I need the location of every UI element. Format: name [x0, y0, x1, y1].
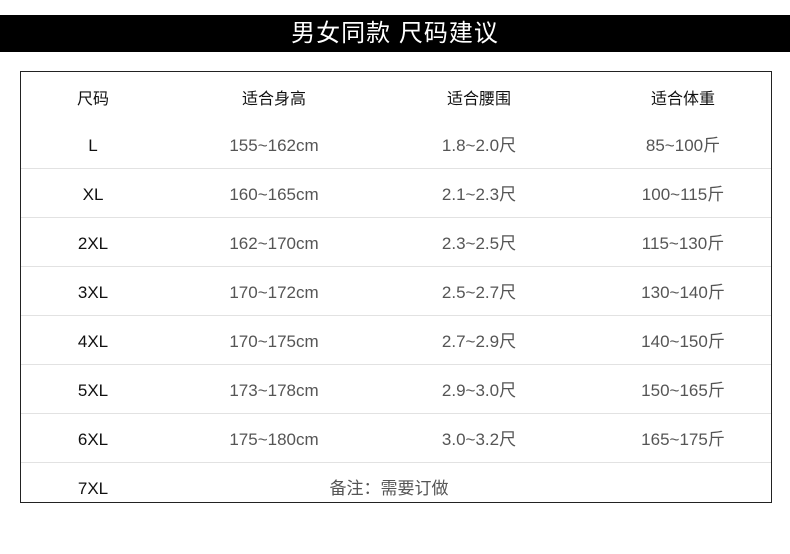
header-height: 适合身高	[241, 91, 307, 108]
waist-cell: 2.5~2.7尺	[441, 283, 517, 302]
table-row: XL 160~165cm 2.1~2.3尺 100~115斤	[21, 168, 771, 217]
custom-order-note: 备注：需要订做	[329, 479, 449, 498]
size-chart-table: 尺码 适合身高 适合腰围 适合体重 L 155~162cm 1.8~2.0尺 85~1…	[20, 71, 772, 503]
waist-cell: 2.3~2.5尺	[441, 234, 517, 253]
table-row: 3XL 170~172cm 2.5~2.7尺 130~140斤	[21, 266, 771, 315]
waist-cell: 3.0~3.2尺	[441, 430, 517, 449]
table-header-row: 尺码 适合身高 适合腰围 适合体重	[21, 72, 771, 120]
header-weight: 适合体重	[650, 91, 716, 108]
waist-cell: 2.9~3.0尺	[441, 381, 517, 400]
header-size: 尺码	[76, 91, 110, 108]
height-cell: 173~178cm	[229, 381, 319, 400]
waist-cell: 2.1~2.3尺	[441, 185, 517, 204]
size-cell: 5XL	[77, 381, 109, 400]
size-cell: 7XL	[77, 479, 109, 498]
weight-cell: 140~150斤	[641, 332, 725, 351]
size-cell: XL	[82, 185, 104, 204]
waist-cell: 1.8~2.0尺	[441, 136, 517, 155]
height-cell: 175~180cm	[229, 430, 319, 449]
height-cell: 170~175cm	[229, 332, 319, 351]
weight-cell: 150~165斤	[641, 381, 725, 400]
table-row: 7XL 备注：需要订做	[21, 462, 771, 511]
table-row: 6XL 175~180cm 3.0~3.2尺 165~175斤	[21, 413, 771, 462]
table-row: 2XL 162~170cm 2.3~2.5尺 115~130斤	[21, 217, 771, 266]
size-cell: 6XL	[77, 430, 109, 449]
table-row: L 155~162cm 1.8~2.0尺 85~100斤	[21, 120, 771, 168]
weight-cell: 165~175斤	[641, 430, 725, 449]
page-title: 男女同款 尺码建议	[0, 15, 790, 52]
size-cell: 4XL	[77, 332, 109, 351]
height-cell: 160~165cm	[229, 185, 319, 204]
weight-cell: 130~140斤	[641, 283, 725, 302]
height-cell: 162~170cm	[229, 234, 319, 253]
weight-cell: 100~115斤	[641, 185, 725, 204]
height-cell: 155~162cm	[229, 136, 319, 155]
size-cell: 2XL	[77, 234, 109, 253]
weight-cell: 115~130斤	[641, 234, 725, 253]
header-waist: 适合腰围	[446, 91, 512, 108]
height-cell: 170~172cm	[229, 283, 319, 302]
size-cell: L	[88, 136, 98, 155]
size-cell: 3XL	[77, 283, 109, 302]
waist-cell: 2.7~2.9尺	[441, 332, 517, 351]
table-row: 5XL 173~178cm 2.9~3.0尺 150~165斤	[21, 364, 771, 413]
weight-cell: 85~100斤	[645, 136, 721, 155]
table-row: 4XL 170~175cm 2.7~2.9尺 140~150斤	[21, 315, 771, 364]
